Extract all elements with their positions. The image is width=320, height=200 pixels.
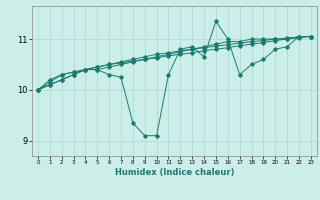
X-axis label: Humidex (Indice chaleur): Humidex (Indice chaleur) xyxy=(115,168,234,177)
